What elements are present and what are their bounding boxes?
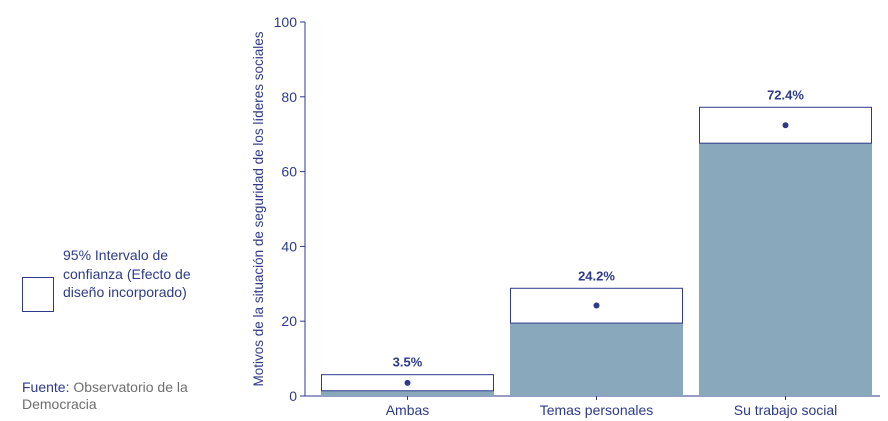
source-label: Fuente: bbox=[22, 379, 70, 395]
source-note: Fuente: Observatorio de la Democracia bbox=[22, 379, 202, 413]
data-label: 3.5% bbox=[393, 355, 423, 370]
x-tick-label: Su trabajo social bbox=[734, 402, 838, 418]
data-label: 24.2% bbox=[578, 268, 615, 283]
point-estimate bbox=[782, 122, 789, 129]
data-label: 72.4% bbox=[767, 87, 804, 102]
y-tick-label: 80 bbox=[281, 89, 297, 105]
bar bbox=[699, 143, 872, 396]
y-tick-label: 0 bbox=[289, 388, 297, 404]
y-axis-label: Motivos de la situación de seguridad de … bbox=[251, 31, 266, 386]
x-tick-label: Temas personales bbox=[540, 402, 654, 418]
x-tick-label: Ambas bbox=[386, 402, 430, 418]
bar bbox=[510, 323, 683, 396]
y-tick-label: 100 bbox=[274, 14, 298, 30]
y-tick-label: 60 bbox=[281, 164, 297, 180]
bar bbox=[321, 390, 494, 396]
point-estimate bbox=[593, 302, 600, 309]
y-tick-label: 40 bbox=[281, 238, 297, 254]
source-text: Observatorio de la Democracia bbox=[22, 379, 188, 412]
y-tick-label: 20 bbox=[281, 313, 297, 329]
legend-label: 95% Intervalo de confianza (Efecto de di… bbox=[63, 247, 191, 300]
confidence-interval-swatch bbox=[22, 277, 54, 312]
point-estimate bbox=[404, 379, 411, 386]
